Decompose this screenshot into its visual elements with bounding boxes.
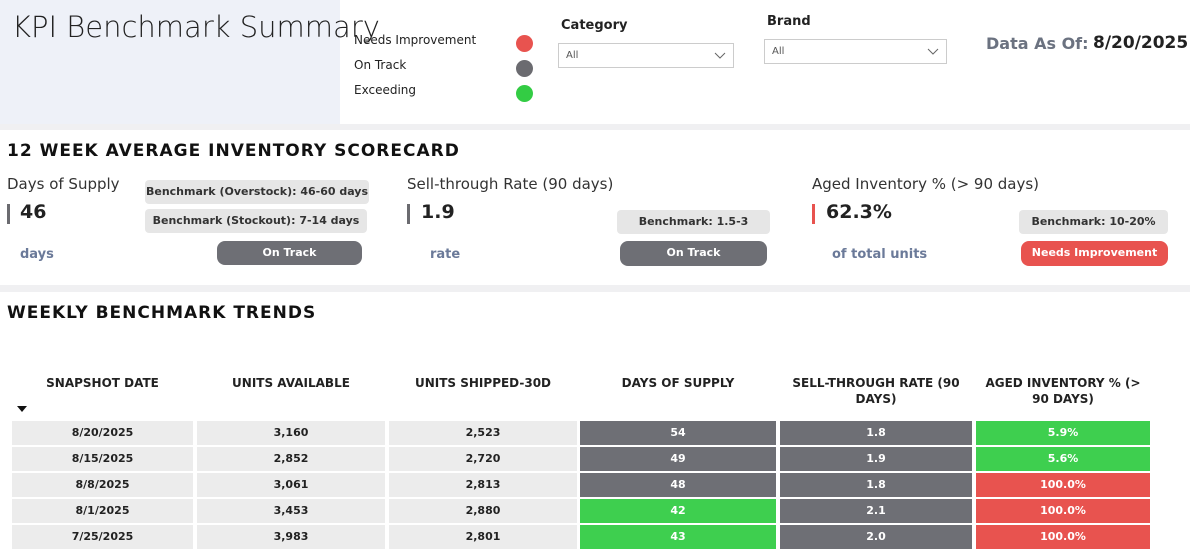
legend-dot (516, 35, 533, 52)
table-cell: 49 (580, 447, 776, 471)
table-cell: 8/15/2025 (12, 447, 193, 471)
table-cell: 3,061 (197, 473, 385, 497)
status-pill: On Track (217, 241, 362, 265)
table-cell: 100.0% (976, 499, 1150, 523)
sort-arrow[interactable] (17, 406, 27, 412)
legend-dot (516, 85, 533, 102)
table-cell: 43 (580, 525, 776, 549)
table-cell: 3,453 (197, 499, 385, 523)
section-title: 12 WEEK AVERAGE INVENTORY SCORECARD (7, 141, 460, 161)
table-cell: 3,983 (197, 525, 385, 549)
table-cell: 2,880 (389, 499, 577, 523)
card-accent (407, 204, 410, 224)
benchmark-pill: Benchmark: 1.5-3 (617, 210, 770, 234)
table-cell: 2.1 (780, 499, 972, 523)
table-cell: 2,813 (389, 473, 577, 497)
dropdown-arrow (714, 52, 726, 59)
table-cell: 2,720 (389, 447, 577, 471)
table-cell: 42 (580, 499, 776, 523)
legend-label: Needs Improvement (354, 33, 477, 47)
date-value: 8/20/2025 (1093, 33, 1189, 53)
status-pill: Needs Improvement (1021, 241, 1168, 266)
table-cell: 8/8/2025 (12, 473, 193, 497)
card-value: 1.9 (421, 201, 455, 223)
filter-dropdown[interactable]: All (558, 43, 734, 68)
legend-dot (516, 60, 533, 77)
table-cell: 48 (580, 473, 776, 497)
card-unit: days (20, 247, 54, 262)
legend-label: On Track (354, 58, 407, 72)
filter-dropdown[interactable]: All (764, 39, 947, 64)
column-header: AGED INVENTORY % (> 90 DAYS) (985, 376, 1141, 406)
column-header: UNITS SHIPPED-30D (414, 376, 552, 390)
card-unit: rate (430, 247, 461, 262)
scorecard-panel (0, 130, 1190, 285)
status-pill: On Track (620, 241, 767, 266)
filter-label: Brand (767, 14, 811, 29)
table-cell: 2,852 (197, 447, 385, 471)
column-header: SNAPSHOT DATE (46, 376, 159, 390)
table-cell: 1.8 (780, 473, 972, 497)
table-cell: 2,801 (389, 525, 577, 549)
title-box (0, 0, 340, 124)
card-name: Sell-through Rate (90 days) (407, 175, 614, 193)
table-cell: 1.9 (780, 447, 972, 471)
column-header: SELL-THROUGH RATE (90 DAYS) (792, 376, 960, 406)
table-cell: 2,523 (389, 421, 577, 445)
benchmark-pill: Benchmark: 10-20% (1019, 210, 1168, 234)
table-cell: 5.9% (976, 421, 1150, 445)
card-accent (812, 204, 815, 224)
card-value: 46 (20, 201, 47, 223)
dashboard-title: KPI Benchmark Summary (12, 10, 380, 44)
card-unit: of total units (832, 247, 928, 262)
card-value: 62.3% (826, 201, 892, 223)
table-cell: 100.0% (976, 473, 1150, 497)
table-cell: 7/25/2025 (12, 525, 193, 549)
dropdown-arrow (927, 48, 939, 55)
legend-label: Exceeding (354, 83, 417, 97)
filter-label: Category (561, 18, 628, 33)
card-name: Aged Inventory % (> 90 days) (812, 175, 1040, 193)
card-accent (7, 204, 10, 224)
filter-value: All (566, 50, 579, 61)
table-cell: 100.0% (976, 525, 1150, 549)
filter-value: All (772, 46, 785, 57)
table-cell: 8/20/2025 (12, 421, 193, 445)
table-cell: 1.8 (780, 421, 972, 445)
benchmark-pill: Benchmark (Overstock): 46-60 days (145, 180, 369, 204)
benchmark-pill: Benchmark (Stockout): 7-14 days (145, 209, 367, 233)
card-name: Days of Supply (7, 175, 120, 193)
column-header: DAYS OF SUPPLY (621, 376, 735, 390)
date-label: Data As Of: (986, 34, 1089, 53)
table-cell: 8/1/2025 (12, 499, 193, 523)
section-title: WEEKLY BENCHMARK TRENDS (7, 303, 317, 323)
table-cell: 5.6% (976, 447, 1150, 471)
table-cell: 2.0 (780, 525, 972, 549)
table-cell: 54 (580, 421, 776, 445)
table-cell: 3,160 (197, 421, 385, 445)
column-header: UNITS AVAILABLE (232, 376, 350, 390)
